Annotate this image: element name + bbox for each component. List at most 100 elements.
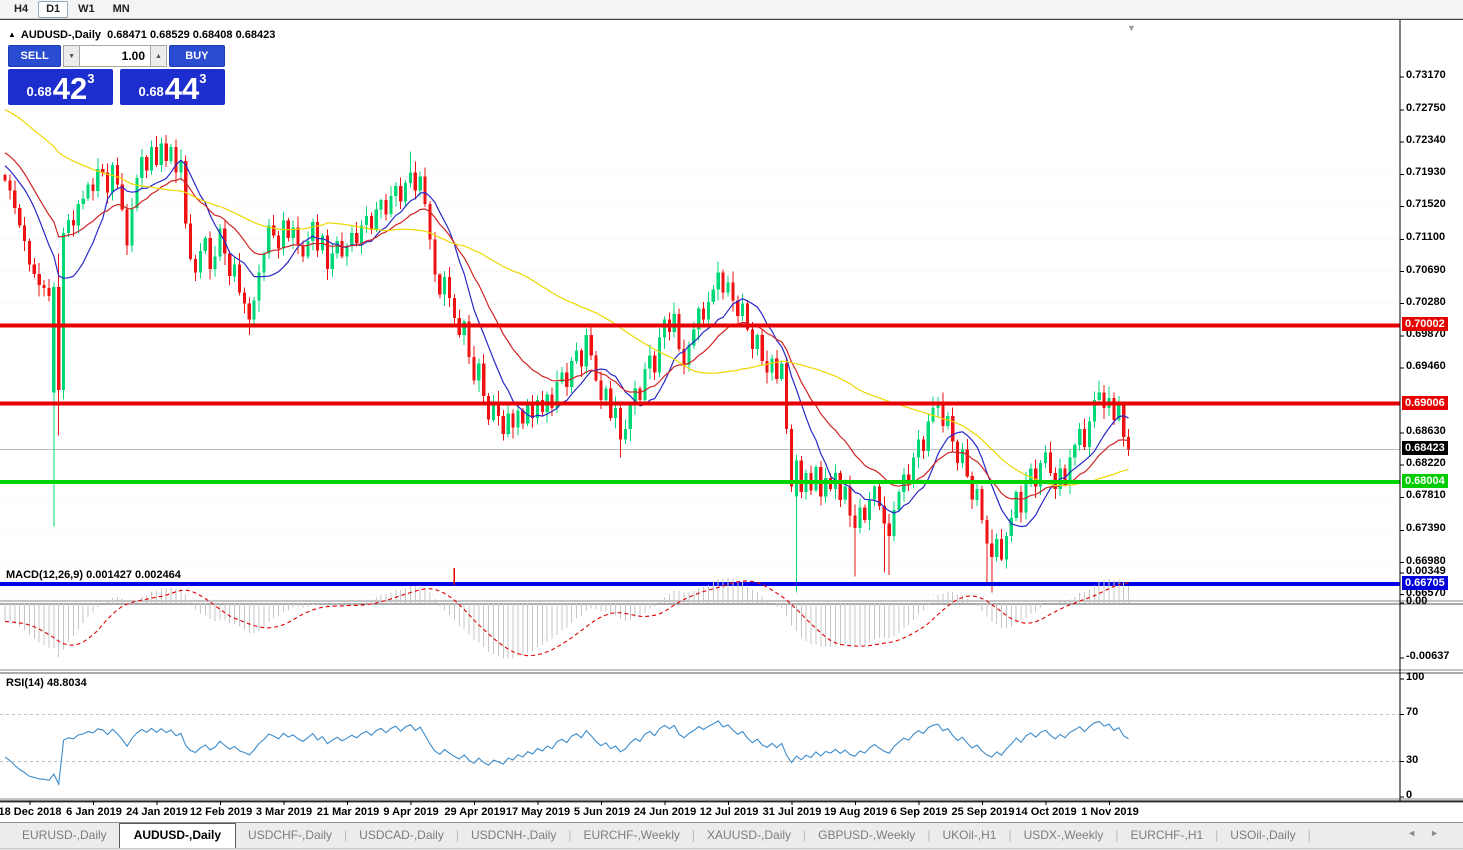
timeframe-button-MN[interactable]: MN xyxy=(112,2,130,15)
moving-average-line xyxy=(4,109,1129,487)
rsi-axis-tick: 70 xyxy=(1406,706,1419,718)
timeframe-button-H4[interactable]: H4 xyxy=(14,2,29,15)
chart-tab-USOil-Daily[interactable]: USOil-,Daily xyxy=(1230,828,1296,842)
sell-button[interactable]: SELL xyxy=(8,45,62,67)
timeframe-toolbar: H4 D1 W1 MN xyxy=(0,0,1463,19)
date-axis-label: 31 Jul 2019 xyxy=(762,806,822,818)
price-axis-tick: 0.71520 xyxy=(1406,198,1446,210)
rsi-axis-tick: 30 xyxy=(1406,754,1419,766)
date-axis-label: 12 Feb 2019 xyxy=(189,806,253,818)
rsi-axis-tick: 0 xyxy=(1406,789,1413,801)
rsi-axis-tick: 100 xyxy=(1406,671,1425,683)
timeframe-button-W1[interactable]: W1 xyxy=(78,2,95,15)
buy-price-base: 0.68 xyxy=(138,84,164,99)
price-axis-tick: 0.70690 xyxy=(1406,264,1446,276)
price-axis-tick: 0.72750 xyxy=(1406,102,1446,114)
price-axis-tick: 0.70280 xyxy=(1406,296,1446,308)
tab-separator: | xyxy=(1215,828,1219,842)
price-axis-tick: 0.72340 xyxy=(1406,134,1446,146)
price-axis-marker-0.68423: 0.68423 xyxy=(1402,441,1448,455)
one-click-trading-panel: SELL ▼ ▲ BUY 0.68 42 3 0.68 44 3 xyxy=(8,45,225,105)
chart-shift-marker-icon[interactable]: ▼ xyxy=(1127,23,1136,33)
chart-tab-EURUSD-Daily[interactable]: EURUSD-,Daily xyxy=(22,828,107,842)
moving-average-line xyxy=(4,159,1129,528)
sell-price-display[interactable]: 0.68 42 3 xyxy=(8,69,113,105)
price-axis-tick: 0.69460 xyxy=(1406,360,1446,372)
date-axis-label: 1 Nov 2019 xyxy=(1081,806,1139,818)
collapse-arrow-icon[interactable]: ▲ xyxy=(8,30,16,39)
tab-scroll-left-icon[interactable]: ◄ xyxy=(1407,828,1431,838)
price-axis-tick: 0.71930 xyxy=(1406,166,1446,178)
price-axis-tick: 0.73170 xyxy=(1406,69,1446,81)
tab-scroll-right-icon[interactable]: ► xyxy=(1430,828,1453,838)
date-axis-label: 9 Apr 2019 xyxy=(383,806,439,818)
chart-tab-XAUUSD-Daily[interactable]: XAUUSD-,Daily xyxy=(707,828,792,842)
tab-separator: | xyxy=(568,828,572,842)
chart-canvas xyxy=(0,20,1463,805)
date-axis-label: 14 Oct 2019 xyxy=(1015,806,1077,818)
buy-button[interactable]: BUY xyxy=(168,45,225,67)
sell-price-big: 42 xyxy=(52,71,88,106)
chart-tab-EURCHF-Weekly[interactable]: EURCHF-,Weekly xyxy=(583,828,680,842)
price-axis-tick: 0.68220 xyxy=(1406,457,1446,469)
date-axis-label: 19 Aug 2019 xyxy=(824,806,888,818)
tab-separator: | xyxy=(1307,828,1311,842)
date-axis-label: 25 Sep 2019 xyxy=(951,806,1015,818)
date-axis-label: 24 Jun 2019 xyxy=(633,806,697,818)
chart-ohlc-quotes: 0.68471 0.68529 0.68408 0.68423 xyxy=(107,29,276,41)
chart-tab-USDCAD-Daily[interactable]: USDCAD-,Daily xyxy=(359,828,444,842)
chart-title: ▲ AUDUSD-,Daily 0.68471 0.68529 0.68408 0… xyxy=(8,29,275,41)
chart-tab-USDX-Weekly[interactable]: USDX-,Weekly xyxy=(1023,828,1104,842)
tab-separator: | xyxy=(927,828,931,842)
volume-input[interactable] xyxy=(80,45,151,67)
macd-signal-line xyxy=(4,580,1129,657)
date-axis-label: 5 Jun 2019 xyxy=(573,806,631,818)
date-axis-label: 21 Mar 2019 xyxy=(316,806,380,818)
price-axis-tick: 0.67810 xyxy=(1406,489,1446,501)
timeframe-button-D1[interactable]: D1 xyxy=(38,0,69,18)
price-axis-marker-0.66705: 0.66705 xyxy=(1402,576,1448,590)
sell-price-pip: 3 xyxy=(87,71,95,86)
tab-scroll-arrows: ◄► xyxy=(1407,828,1453,838)
volume-decrement-button[interactable]: ▼ xyxy=(63,45,81,67)
date-axis-label: 6 Sep 2019 xyxy=(890,806,948,818)
date-axis-label: 6 Jan 2019 xyxy=(66,806,122,818)
sell-price-base: 0.68 xyxy=(26,84,52,99)
macd-axis-zero: 0.00 xyxy=(1406,595,1428,607)
price-axis-marker-0.69006: 0.69006 xyxy=(1402,396,1448,410)
price-axis-tick: 0.69870 xyxy=(1406,328,1446,340)
chart-tab-EURCHF-H1[interactable]: EURCHF-,H1 xyxy=(1130,828,1204,842)
tab-separator: | xyxy=(1115,828,1119,842)
date-axis-label: 12 Jul 2019 xyxy=(699,806,759,818)
date-axis-label: 24 Jan 2019 xyxy=(126,806,188,818)
chart-tab-UKOil-H1[interactable]: UKOil-,H1 xyxy=(942,828,997,842)
tab-separator: | xyxy=(455,828,459,842)
chart-tab-GBPUSD-Weekly[interactable]: GBPUSD-,Weekly xyxy=(818,828,916,842)
macd-axis-max: 0.00349 xyxy=(1406,565,1446,577)
macd-indicator-label: MACD(12,26,9) 0.001427 0.002464 xyxy=(6,569,181,581)
chart-tab-USDCHF-Daily[interactable]: USDCHF-,Daily xyxy=(248,828,333,842)
buy-price-display[interactable]: 0.68 44 3 xyxy=(120,69,225,105)
chart-window: ▲ AUDUSD-,Daily 0.68471 0.68529 0.68408 0… xyxy=(0,19,1463,821)
price-axis-tick: 0.71100 xyxy=(1406,231,1446,243)
volume-increment-button[interactable]: ▲ xyxy=(150,45,167,67)
bottom-strip xyxy=(0,848,1463,850)
price-axis-marker-0.68004: 0.68004 xyxy=(1402,474,1448,488)
tab-separator: | xyxy=(803,828,807,842)
price-axis-tick: 0.66570 xyxy=(1406,587,1446,599)
chart-tab-bar: EURUSD-,Daily AUDUSD-,Daily USDCHF-,Daily |… xyxy=(0,822,1463,849)
buy-price-big: 44 xyxy=(164,71,200,106)
date-axis-label: 18 Dec 2018 xyxy=(0,806,62,818)
price-axis-tick: 0.68630 xyxy=(1406,425,1446,437)
price-axis-tick: 0.67390 xyxy=(1406,522,1446,534)
tab-separator: | xyxy=(1008,828,1012,842)
moving-average-line xyxy=(4,152,1129,501)
chart-tab-AUDUSD-Daily[interactable]: AUDUSD-,Daily xyxy=(118,823,237,849)
buy-price-pip: 3 xyxy=(199,71,207,86)
date-axis-label: 17 May 2019 xyxy=(505,806,571,818)
candlesticks xyxy=(3,134,1131,593)
price-axis-marker-0.70002: 0.70002 xyxy=(1402,317,1448,331)
tab-separator: | xyxy=(691,828,696,842)
chart-tab-USDCNH-Daily[interactable]: USDCNH-,Daily xyxy=(470,828,557,842)
